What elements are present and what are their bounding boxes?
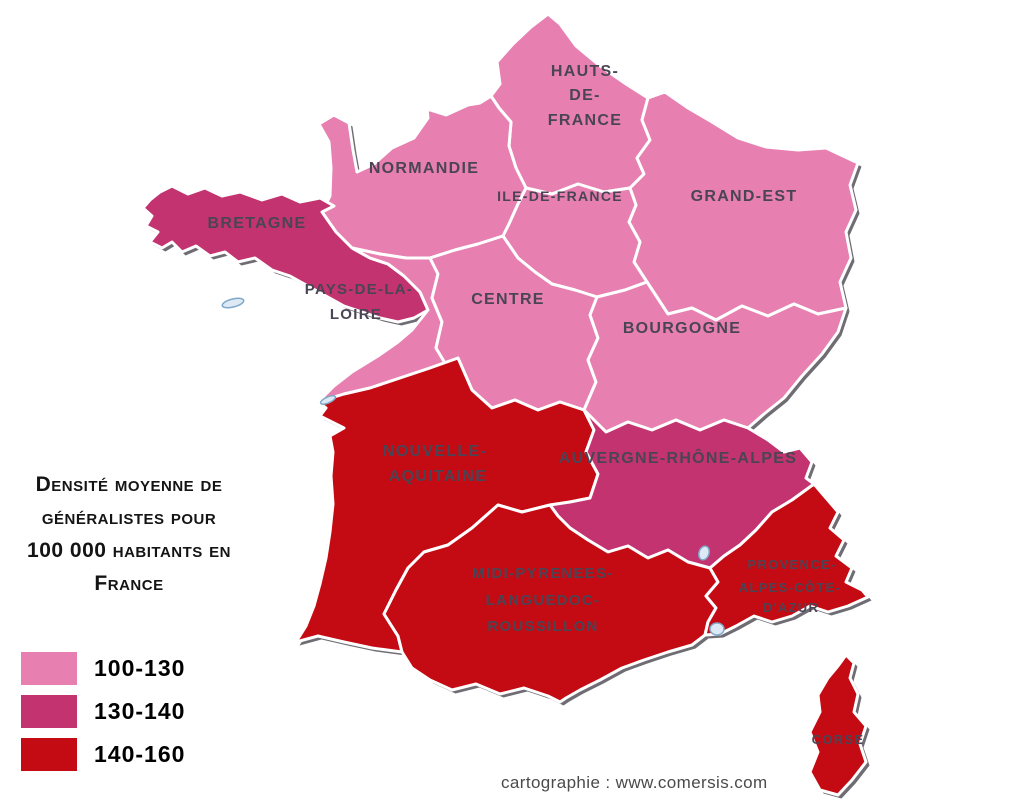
- region-labels: HAUTS- DE- FRANCE NORMANDIE ILE-DE-FRANC…: [208, 63, 865, 747]
- water-features: [221, 297, 725, 636]
- legend-swatch-low: [21, 652, 77, 685]
- region-label-bourgogne: BOURGOGNE: [623, 320, 741, 337]
- region-label-grand-est: GRAND-EST: [691, 188, 798, 205]
- legend-label: 130-140: [94, 698, 186, 724]
- legend-label: 100-130: [94, 655, 186, 681]
- title-line: Densité moyenne de: [35, 473, 223, 496]
- region-label-hauts-de-france: DE-: [569, 87, 600, 104]
- legend-item: 140-160: [21, 738, 185, 771]
- title-line: 100 000 habitants en: [27, 539, 231, 562]
- region-label-midi-pyrenees: LANGUEDOC-: [486, 592, 601, 609]
- region-label-hauts-de-france: FRANCE: [548, 112, 622, 129]
- attribution-text: cartographie : www.comersis.com: [501, 773, 768, 792]
- region-corse: [808, 653, 868, 797]
- map-title: Densité moyenne de généralistes pour 100…: [6, 468, 252, 600]
- lake-icon: [698, 545, 710, 561]
- legend-label: 140-160: [94, 741, 186, 767]
- region-normandie: [317, 94, 528, 260]
- region-label-provence-alpes-cote-d-azur: PROVENCE-: [748, 557, 837, 572]
- title-line: généralistes pour: [41, 506, 217, 529]
- region-label-ile-de-france: ILE-DE-FRANCE: [497, 188, 623, 204]
- region-label-bretagne: BRETAGNE: [208, 215, 307, 232]
- legend-item: 100-130: [21, 652, 185, 685]
- region-label-pays-de-la-loire: PAYS-DE-LA-: [305, 281, 413, 298]
- region-label-centre: CENTRE: [471, 291, 545, 308]
- coastal-island-icon: [221, 297, 245, 309]
- region-label-midi-pyrenees: ROUSSILLON: [487, 618, 598, 635]
- region-label-provence-alpes-cote-d-azur: D'AZUR: [763, 600, 819, 615]
- region-label-provence-alpes-cote-d-azur: ALPES-CÔTE-: [739, 580, 841, 595]
- region-label-nouvelle-aquitaine: NOUVELLE-: [383, 443, 487, 460]
- region-label-nouvelle-aquitaine: AQUITAINE: [389, 468, 488, 485]
- title-line: France: [94, 572, 164, 595]
- region-label-auvergne-rhone-alpes: AUVERGNE-RHÔNE-ALPES: [559, 448, 797, 467]
- region-label-normandie: NORMANDIE: [369, 160, 479, 177]
- legend-swatch-high: [21, 738, 77, 771]
- lake-icon: [709, 622, 725, 636]
- coastal-island-icon: [319, 394, 337, 406]
- legend: 100-130 130-140 140-160: [21, 652, 185, 781]
- region-label-midi-pyrenees: MIDI-PYRENEES-: [472, 565, 614, 582]
- legend-item: 130-140: [21, 695, 185, 728]
- map-regions: [141, 12, 870, 797]
- region-label-hauts-de-france: HAUTS-: [551, 63, 619, 80]
- region-label-corse: CORSE: [812, 732, 865, 747]
- region-label-pays-de-la-loire: LOIRE: [330, 306, 382, 323]
- legend-swatch-mid: [21, 695, 77, 728]
- region-grand-est: [627, 90, 860, 322]
